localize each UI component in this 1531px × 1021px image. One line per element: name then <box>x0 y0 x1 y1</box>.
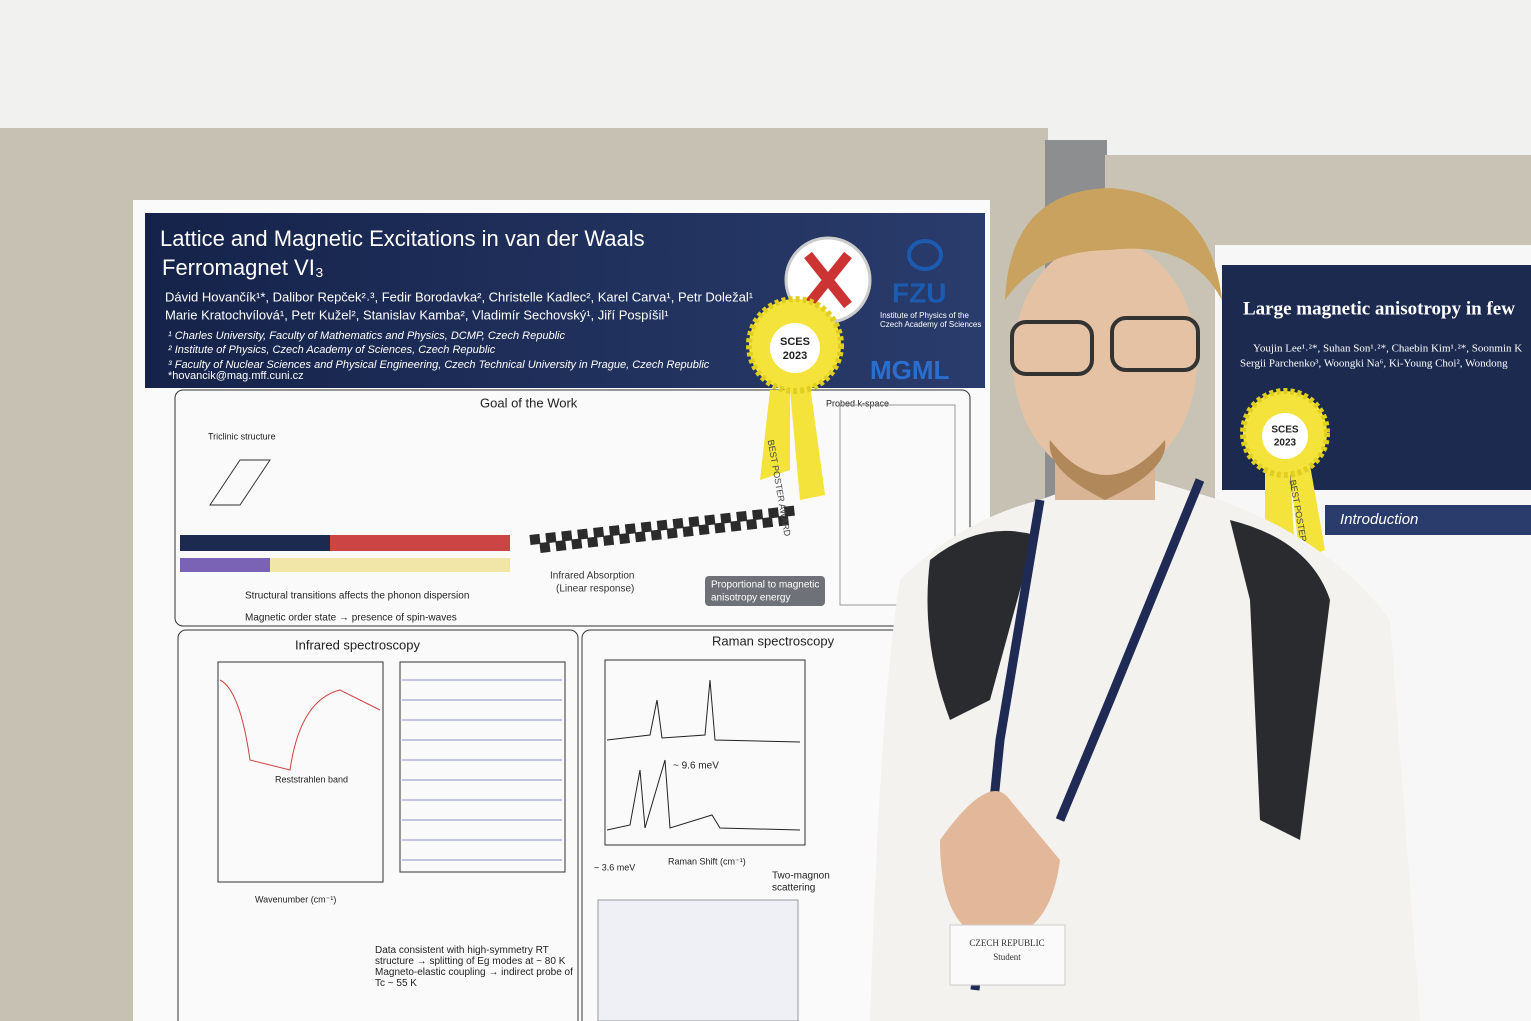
raman-plot <box>604 659 806 846</box>
label: Triclinic structure <box>208 431 276 441</box>
note-line: Data consistent with high-symmetry RT st… <box>375 945 566 967</box>
poster-title: Large magnetic anisotropy in few <box>1243 298 1515 319</box>
label: Proportional to magnetic <box>711 580 819 591</box>
raman-plot <box>597 899 799 1021</box>
section-title: Infrared spectroscopy <box>295 637 421 652</box>
ribbon-text: 2023 <box>783 350 807 362</box>
section-title: Goal of the Work <box>480 395 578 410</box>
affiliation: ¹ Charles University, Faculty of Mathema… <box>168 330 565 342</box>
poster-title: Ferromagnet VI₃ <box>162 255 324 280</box>
highlight-box <box>705 576 825 606</box>
authors: Youjin Lee¹˒²*, Suhan Son¹˒²*, Chaebin K… <box>1253 343 1522 355</box>
badge <box>949 924 1066 986</box>
lattice-sketch <box>529 505 801 553</box>
label: scattering <box>772 883 815 894</box>
magnetic-bar <box>180 558 270 572</box>
face <box>1013 240 1197 480</box>
email: *hovancik@mag.mff.cuni.cz <box>168 370 304 382</box>
hand <box>940 791 1060 940</box>
authors: Marie Kratochvílová¹, Petr Kužel², Stani… <box>165 307 669 322</box>
glasses <box>1110 316 1200 372</box>
backpack-strap <box>927 520 1330 840</box>
raman-curve <box>606 679 801 831</box>
beard <box>1049 440 1166 500</box>
goal-box <box>174 389 971 627</box>
ribbon-center <box>770 323 820 373</box>
ir-plot <box>399 661 566 873</box>
label: ~ 9.6 meV <box>673 761 719 772</box>
mgml-logo: MGML <box>870 355 950 385</box>
badge-text: CZECH REPUBLIC <box>969 938 1044 948</box>
authors: Dávid Hovančík¹*, Dalibor Repček²˒³, Fed… <box>165 289 754 304</box>
ir-curve <box>219 679 381 771</box>
label: Raman Shift (cm⁻¹) <box>668 856 746 866</box>
label: anisotropy energy <box>711 593 791 604</box>
fzu-logo: FZU <box>892 277 946 308</box>
ribbon-center <box>1262 413 1308 459</box>
cell-sketch <box>209 459 271 506</box>
affiliation: ³ Faculty of Nuclear Sciences and Physic… <box>168 359 710 371</box>
glasses <box>1010 320 1094 376</box>
label: ~ 3.6 meV <box>594 862 635 872</box>
ribbon-text: 2023 <box>1274 438 1297 449</box>
infrared-box <box>177 629 579 1021</box>
affiliation: ² Institute of Physics, Czech Academy of… <box>168 344 496 356</box>
ribbon-tail <box>760 385 825 500</box>
note-line: Magneto-elastic coupling → indirect prob… <box>375 967 573 989</box>
poster-title: Lattice and Magnetic Excitations in van … <box>160 226 645 251</box>
ribbon-text: SCES <box>780 336 810 348</box>
label: Probed k-space <box>826 398 889 408</box>
ir-curves <box>402 679 562 861</box>
label: Reststrahlen band <box>275 774 348 784</box>
authors: Sergii Parchenko³, Woongki Na⁶, Ki-Young… <box>1240 358 1508 370</box>
fzu-subtitle: Institute of Physics of the <box>880 311 969 320</box>
label: Two-magnon <box>772 871 830 882</box>
note: Data consistent with high-symmetry RT st… <box>375 945 575 989</box>
ribbon-text: SCES <box>1271 425 1299 436</box>
bullet: Structural transitions affects the phono… <box>245 591 469 602</box>
hair <box>1005 188 1222 300</box>
ir-plot <box>217 661 384 883</box>
label: Wavenumber (cm⁻¹) <box>255 894 336 904</box>
fzu-subtitle: Czech Academy of Sciences <box>880 320 981 329</box>
logo-mark <box>804 251 852 309</box>
section-title: Raman spectroscopy <box>712 633 835 648</box>
section-bar <box>1325 505 1531 535</box>
bullet: Magnetic order state → presence of spin-… <box>245 613 457 624</box>
section-title: Introduction <box>1340 511 1418 528</box>
fzu-mark <box>907 239 943 271</box>
temp-bar <box>180 535 330 551</box>
badge-text: Student <box>993 952 1021 962</box>
note-text: Data consistent with high-symmetry RT st… <box>375 945 575 989</box>
label: (Linear response) <box>556 584 634 595</box>
label: Infrared Absorption <box>550 571 635 582</box>
